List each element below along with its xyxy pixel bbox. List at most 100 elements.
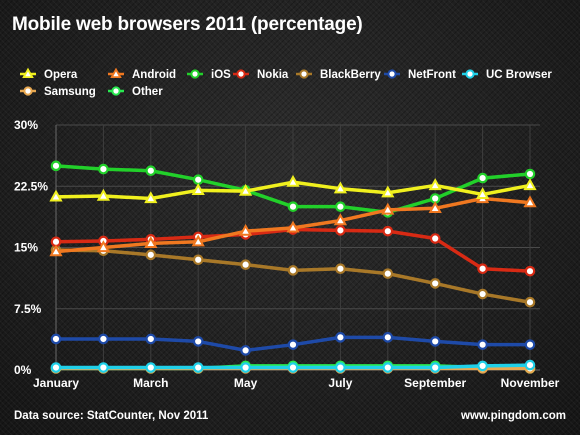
series-android — [49, 191, 537, 257]
point-blackberry — [145, 249, 157, 261]
legend-label: NetFront — [408, 69, 456, 81]
axis-ticks: 0% 7.5% 15% 22.5% 30% January March May July Sept… — [14, 118, 560, 390]
point-nokia — [335, 225, 346, 236]
point-netfront — [192, 336, 204, 347]
legend: Opera Android iOS Nokia BlackBerry NetFront UC… — [20, 67, 552, 98]
legend-marker — [190, 69, 200, 79]
point-opera — [49, 189, 63, 202]
legend-item-other: Other — [108, 86, 163, 98]
point-uc-browser — [240, 362, 251, 373]
legend-item-netfront: NetFront — [384, 69, 456, 81]
point-opera — [475, 187, 490, 200]
point-opera — [238, 183, 253, 196]
legend-marker — [299, 69, 309, 79]
point-android — [144, 236, 158, 249]
point-ios — [287, 201, 299, 212]
legend-item-blackberry: BlackBerry — [296, 69, 381, 81]
point-opera — [523, 178, 537, 191]
y-tick-label: 0% — [14, 363, 32, 377]
point-ios — [335, 201, 346, 212]
point-uc-browser — [50, 362, 62, 373]
point-android — [191, 234, 205, 247]
legend-label: Samsung — [44, 86, 96, 98]
point-android — [96, 240, 111, 253]
site-url: www.pingdom.com — [461, 410, 566, 422]
point-ios — [477, 172, 488, 184]
point-nokia — [524, 265, 536, 277]
point-netfront — [287, 339, 299, 350]
point-uc-browser — [335, 362, 346, 373]
point-uc-browser — [524, 359, 536, 371]
chart-series — [49, 160, 537, 374]
point-android — [523, 195, 537, 208]
point-netfront — [382, 332, 394, 343]
point-android — [238, 223, 253, 236]
point-blackberry — [335, 263, 346, 275]
x-tick-label: November — [501, 376, 560, 390]
legend-item-samsung: Samsung — [20, 86, 96, 98]
x-tick-label: January — [33, 376, 79, 390]
point-opera — [286, 174, 300, 187]
point-ios — [145, 165, 157, 177]
point-blackberry — [287, 265, 299, 276]
series-blackberry — [50, 244, 536, 308]
legend-label: Other — [132, 86, 163, 98]
y-tick-label: 30% — [14, 118, 38, 132]
point-opera — [381, 185, 395, 198]
point-netfront — [429, 336, 441, 347]
point-opera — [96, 188, 111, 201]
x-tick-label: March — [133, 376, 168, 390]
point-uc-browser — [287, 362, 299, 373]
point-opera — [144, 191, 158, 204]
point-blackberry — [429, 278, 441, 289]
legend-label: iOS — [211, 69, 231, 81]
point-uc-browser — [98, 362, 109, 373]
point-nokia — [477, 263, 488, 275]
point-uc-browser — [382, 362, 394, 373]
point-opera — [333, 181, 348, 194]
point-netfront — [477, 339, 488, 350]
point-android — [428, 201, 442, 213]
point-android — [333, 213, 348, 226]
chart-grid — [55, 124, 540, 371]
series-netfront — [50, 332, 536, 356]
point-uc-browser — [477, 360, 488, 372]
point-uc-browser — [145, 362, 157, 373]
chart-title: Mobile web browsers 2011 (percentage) — [12, 14, 363, 35]
point-uc-browser — [192, 362, 204, 373]
x-tick-label: July — [328, 376, 352, 390]
point-netfront — [240, 345, 251, 356]
legend-marker — [465, 69, 475, 79]
y-tick-label: 7.5% — [14, 302, 42, 316]
point-opera — [191, 183, 205, 195]
legend-marker — [387, 69, 397, 79]
legend-item-opera: Opera — [20, 67, 78, 81]
series-opera — [49, 174, 537, 204]
point-ios — [50, 160, 62, 172]
point-android — [286, 220, 300, 233]
legend-marker — [111, 86, 121, 96]
legend-item-ios: iOS — [187, 69, 231, 81]
legend-item-nokia: Nokia — [233, 69, 289, 81]
legend-marker — [22, 67, 34, 79]
point-nokia — [382, 225, 394, 237]
point-netfront — [50, 333, 62, 345]
point-ios — [192, 174, 204, 186]
point-blackberry — [382, 268, 394, 279]
point-blackberry — [240, 259, 251, 270]
legend-item-android: Android — [108, 67, 176, 81]
point-netfront — [524, 339, 536, 350]
legend-marker — [110, 67, 122, 79]
point-netfront — [335, 332, 346, 343]
legend-label: Opera — [44, 69, 78, 81]
data-source: Data source: StatCounter, Nov 2011 — [14, 410, 209, 422]
point-blackberry — [192, 254, 204, 266]
legend-item-uc-browser: UC Browser — [462, 69, 552, 81]
legend-marker — [23, 86, 33, 96]
legend-label: Nokia — [257, 69, 289, 81]
point-android — [381, 202, 395, 215]
x-tick-label: May — [234, 376, 258, 390]
point-android — [49, 244, 63, 257]
legend-label: Android — [132, 69, 176, 81]
